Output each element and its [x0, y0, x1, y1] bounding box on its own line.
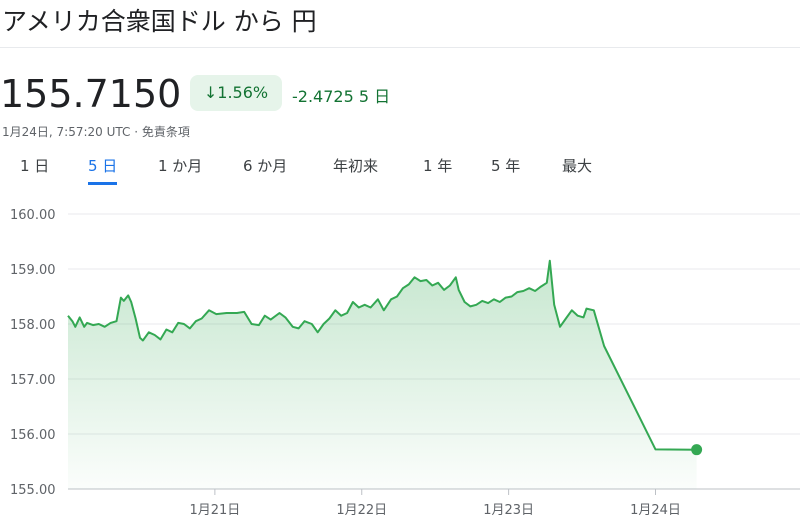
change-period: 5 日 — [358, 87, 391, 106]
y-tick-label: 155.00 — [10, 483, 56, 498]
x-tick-label: 1月21日 — [189, 503, 240, 518]
tab[interactable]: 最大 — [562, 157, 593, 175]
change-pct: 1.56% — [217, 83, 269, 102]
price: 155.7150 — [0, 72, 182, 116]
area — [68, 260, 697, 489]
x-tick-label: 1月24日 — [630, 503, 681, 518]
tab[interactable]: 5 日 — [88, 155, 118, 185]
down-arrow: ↓ — [203, 83, 218, 102]
x-tick-label: 1月22日 — [336, 503, 387, 518]
y-tick-label: 160.00 — [10, 208, 56, 223]
tab[interactable]: 年初来 — [333, 157, 379, 175]
change: -2.4725 5 日 — [292, 83, 390, 107]
tab[interactable]: 5 年 — [491, 157, 521, 175]
y-tick-label: 156.00 — [10, 428, 56, 443]
tab[interactable]: 6 か月 — [243, 157, 288, 175]
tab[interactable]: 1 か月 — [158, 157, 203, 175]
timestamp: 1月24日, 7:57:20 UTC · 免責条項 — [2, 125, 190, 139]
x-tick-label: 1月23日 — [483, 503, 534, 518]
end-point — [691, 444, 703, 456]
divider — [0, 47, 800, 48]
chart: 155.00 156.00 157.00 158.00 159.00 160.00 1月21… — [10, 208, 800, 518]
tab[interactable]: 1 日 — [20, 157, 50, 175]
y-tick-label: 159.00 — [10, 263, 56, 278]
change-pill: ↓1.56% — [190, 75, 282, 111]
line — [67, 259, 697, 451]
tab[interactable]: 1 年 — [423, 157, 453, 175]
y-tick-label: 158.00 — [10, 318, 56, 333]
change-value: -2.4725 — [292, 87, 354, 106]
y-tick-label: 157.00 — [10, 373, 56, 388]
title: アメリカ合衆国ドル から 円 — [2, 7, 317, 36]
